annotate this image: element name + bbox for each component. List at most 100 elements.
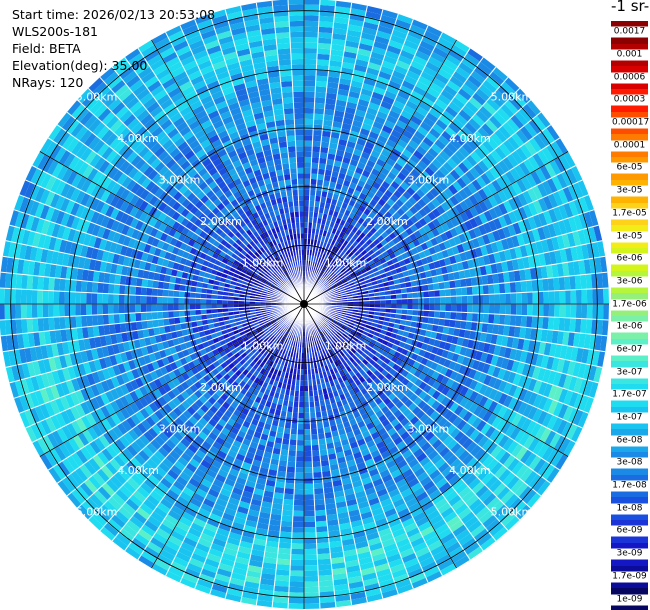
ray-gate-cell [438,258,446,268]
ray-gate-cell [550,140,564,157]
ray-gate-cell [434,72,450,85]
ray-gate-cell [506,440,519,455]
ray-gate-cell [315,520,328,527]
ray-gate-cell [427,449,439,461]
ray-gate-cell [561,233,571,249]
ray-gate-cell [304,15,320,22]
ray-gate-cell [75,315,82,328]
ray-gate-cell [317,344,322,351]
ray-gate-cell [412,304,419,310]
ray-gate-cell [455,66,471,80]
ray-gate-cell [340,325,347,331]
ray-gate-cell [511,181,523,196]
ray-gate-cell [447,272,455,281]
ray-gate-cell [344,426,353,434]
ray-gate-cell [113,313,120,324]
ray-gate-cell [596,272,604,289]
ray-gate-cell [345,328,352,334]
ray-gate-cell [334,290,341,294]
ray-gate-cell [399,463,411,474]
ray-gate-cell [420,427,432,438]
ray-gate-cell [348,230,356,238]
ray-gate-cell [427,211,437,221]
ray-gate-cell [407,477,420,488]
ray-gate-cell [350,423,360,432]
ray-gate-cell [319,601,336,609]
ray-gate-cell [461,437,474,450]
ray-gate-cell [407,458,420,469]
ray-gate-cell [553,277,560,291]
ray-gate-cell [316,422,324,429]
ray-gate-cell [348,333,355,340]
ray-gate-cell [422,66,438,78]
ray-gate-cell [313,211,319,218]
ray-gate-cell [389,317,396,324]
ray-gate-cell [502,437,515,452]
ray-gate-cell [374,300,381,304]
ray-gate-cell [289,581,304,588]
ray-gate-cell [449,427,461,439]
ray-gate-cell [373,86,386,96]
ray-gate-cell [467,304,473,313]
ray-gate-cell [336,352,343,359]
ray-gate-cell [357,98,370,108]
ray-gate-cell [280,520,293,527]
ray-gate-cell [399,547,415,559]
ray-gate-cell [315,268,320,275]
ray-gate-cell [332,27,348,35]
ray-gate-cell [495,240,504,252]
ray-gate-cell [344,228,352,236]
ray-gate-cell [331,252,337,259]
ray-gate-cell [495,176,507,190]
ray-gate-cell [449,195,460,207]
ray-gate-cell [354,259,362,266]
ray-gate-cell [461,158,474,171]
ray-gate-cell [563,151,576,168]
ray-gate-cell [434,138,447,151]
ray-gate-cell [593,225,603,242]
ray-gate-cell [500,81,516,96]
ray-gate-cell [319,152,328,159]
ray-gate-cell [418,217,428,227]
ray-gate-cell [384,176,394,185]
ray-gate-cell [439,406,450,418]
ray-gate-cell [323,353,329,360]
ray-gate-cell [469,444,482,458]
ray-gate-cell [383,436,393,446]
ray-gate-cell [441,349,449,359]
ray-gate-cell [441,212,451,223]
ray-gate-cell [345,242,352,249]
ray-gate-cell [324,497,336,505]
ray-gate-cell [543,291,550,304]
ray-gate-cell [592,288,599,304]
ray-gate-cell [81,315,88,328]
ray-gate-cell [363,339,370,346]
ray-gate-cell [304,206,310,212]
ray-gate-cell [565,304,571,318]
ray-gate-cell [393,24,410,35]
ray-gate-cell [467,413,478,426]
ray-gate-cell [452,416,463,428]
ray-gate-cell [417,198,427,208]
ray-gate-cell [543,383,553,398]
ray-gate-cell [351,446,361,455]
ray-gate-cell [518,161,531,176]
ray-gate-cell [523,434,536,450]
ray-gate-cell [547,370,557,385]
ray-gate-cell [304,227,308,234]
ray-gate-cell [386,85,400,95]
ray-gate-cell [573,260,581,276]
ray-gate-cell [346,187,355,195]
ray-gate-cell [340,311,347,316]
ray-gate-cell [400,417,410,427]
ray-gate-cell [541,127,556,144]
ray-gate-cell [323,322,329,328]
ray-gate-cell [318,21,334,28]
ray-gate-cell [458,449,470,462]
ray-gate-cell [599,256,608,273]
ray-gate-cell [374,81,388,91]
ray-gate-cell [391,450,402,460]
ray-gate-cell [339,363,346,370]
ray-gate-cell [519,143,533,159]
ray-gate-cell [318,585,335,593]
